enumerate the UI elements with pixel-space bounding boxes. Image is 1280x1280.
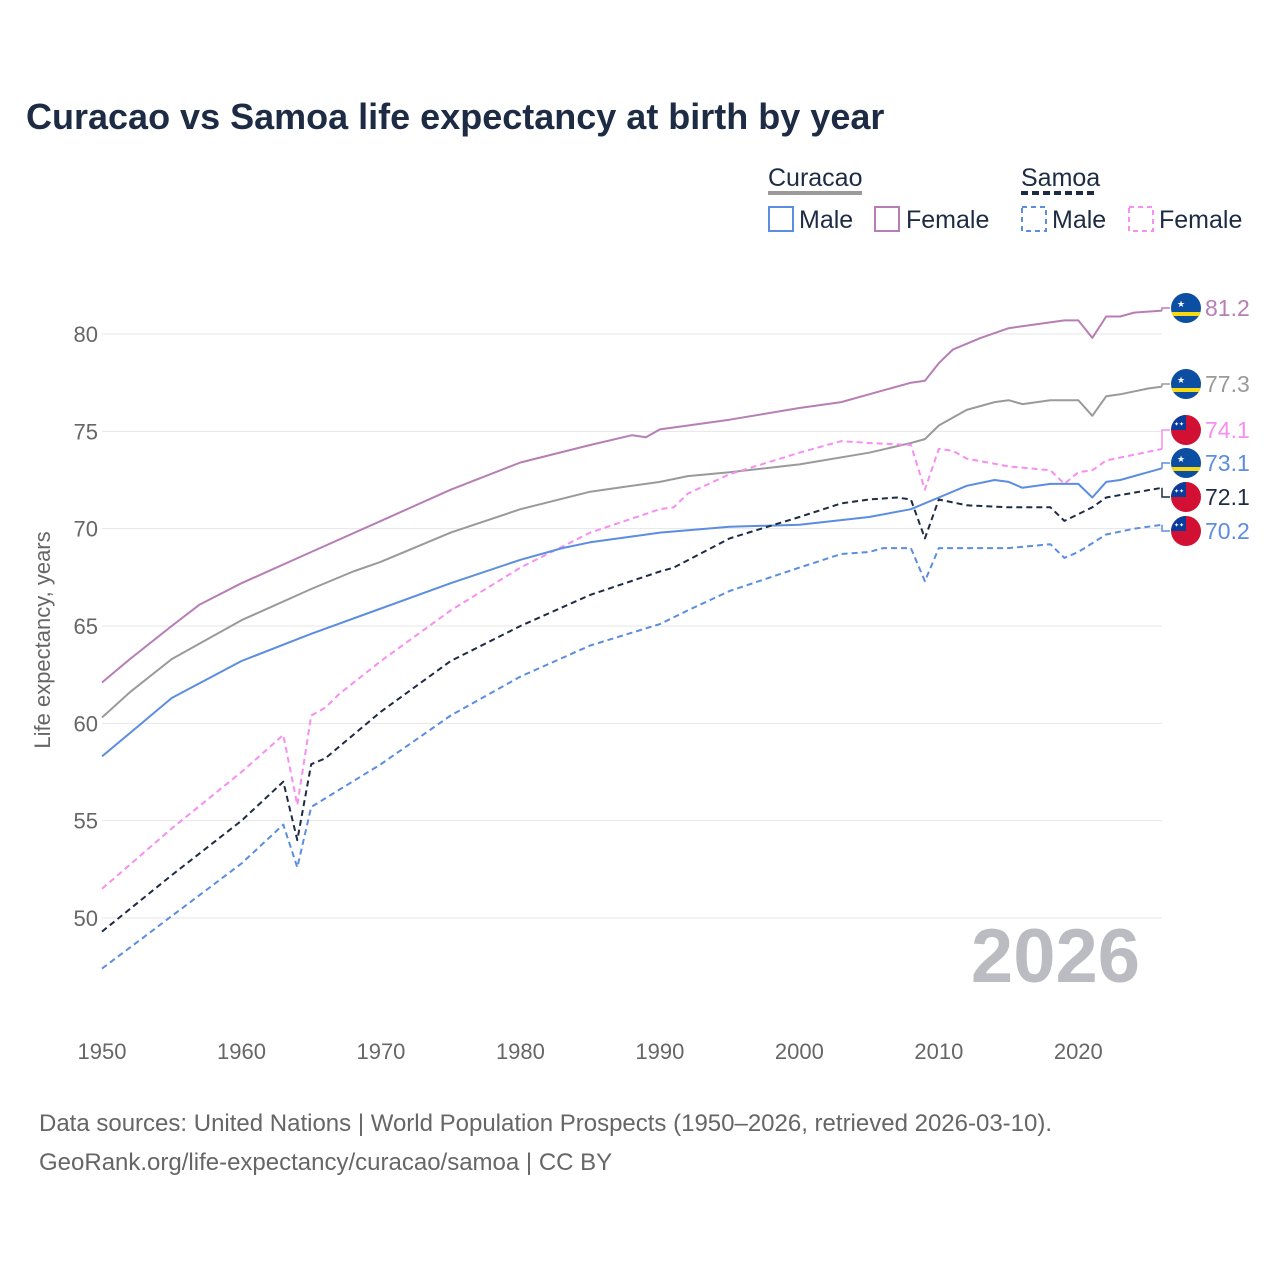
svg-text:★: ★ bbox=[1177, 454, 1185, 464]
footer-link: GeoRank.org/life-expectancy/curacao/samo… bbox=[39, 1149, 612, 1176]
current-year-label: 2026 bbox=[971, 914, 1140, 999]
curacao-flag-icon: ★ bbox=[1171, 293, 1201, 323]
end-connector bbox=[1161, 487, 1170, 498]
legend-swatch-samoa-female bbox=[1128, 206, 1154, 232]
y-axis: 50 55 60 65 70 75 80 bbox=[74, 322, 98, 931]
series-line-samoa-total bbox=[101, 486, 1163, 933]
end-value-label: 81.2 bbox=[1205, 295, 1250, 321]
end-value-label: 77.3 bbox=[1205, 371, 1250, 397]
y-tick-label: 75 bbox=[74, 419, 98, 444]
y-tick-label: 55 bbox=[74, 809, 98, 834]
end-value-label: 72.1 bbox=[1205, 484, 1250, 510]
x-tick-label: 2020 bbox=[1054, 1039, 1103, 1064]
svg-text:★: ★ bbox=[1177, 375, 1185, 385]
x-tick-label: 2010 bbox=[914, 1039, 963, 1064]
svg-text:✦✦: ✦✦ bbox=[1174, 421, 1184, 428]
y-axis-label: Life expectancy, years bbox=[30, 531, 55, 748]
legend-curacao-female: Female bbox=[906, 206, 989, 234]
svg-text:✦✦: ✦✦ bbox=[1174, 522, 1184, 529]
y-tick-label: 70 bbox=[74, 517, 98, 542]
series-line-samoa-female bbox=[101, 440, 1163, 890]
series-lines bbox=[101, 309, 1163, 970]
x-tick-label: 2000 bbox=[775, 1039, 824, 1064]
end-connector bbox=[1161, 307, 1170, 311]
end-labels: ★ 81.2 ★ 77.3 ✦✦ 74.1 ★ 73.1 ✦✦ 72.1 ✦✦ 70.2 bbox=[1161, 293, 1250, 546]
x-tick-label: 1960 bbox=[217, 1039, 266, 1064]
legend-swatch-curacao-female bbox=[874, 206, 900, 232]
curacao-flag-icon: ★ bbox=[1171, 448, 1201, 478]
end-value-label: 70.2 bbox=[1205, 518, 1250, 544]
samoa-flag-icon: ✦✦ bbox=[1171, 482, 1201, 512]
footer-sources: Data sources: United Nations | World Pop… bbox=[39, 1110, 1052, 1137]
legend-group-samoa: Samoa bbox=[1021, 164, 1100, 192]
legend-swatch-samoa-male bbox=[1021, 206, 1047, 232]
svg-text:★: ★ bbox=[1177, 299, 1185, 309]
samoa-flag-icon: ✦✦ bbox=[1171, 415, 1201, 445]
end-connector bbox=[1161, 462, 1170, 469]
series-line-curacao-total bbox=[101, 385, 1163, 719]
legend: Curacao Male Female Samoa Male Female bbox=[768, 164, 1242, 234]
legend-curacao-male: Male bbox=[799, 206, 853, 234]
x-tick-label: 1950 bbox=[78, 1039, 127, 1064]
end-value-label: 74.1 bbox=[1205, 417, 1250, 443]
x-axis: 1950 1960 1970 1980 1990 2000 2010 2020 bbox=[78, 1039, 1103, 1064]
x-tick-label: 1990 bbox=[635, 1039, 684, 1064]
y-tick-label: 60 bbox=[74, 711, 98, 736]
end-value-label: 73.1 bbox=[1205, 450, 1250, 476]
y-tick-label: 80 bbox=[74, 322, 98, 347]
curacao-flag-icon: ★ bbox=[1171, 369, 1201, 399]
x-tick-label: 1980 bbox=[496, 1039, 545, 1064]
series-line-curacao-male bbox=[101, 467, 1163, 758]
x-tick-label: 1970 bbox=[356, 1039, 405, 1064]
gridlines bbox=[102, 333, 1162, 919]
chart-title: Curacao vs Samoa life expectancy at birt… bbox=[26, 96, 884, 137]
y-tick-label: 50 bbox=[74, 906, 98, 931]
samoa-flag-icon: ✦✦ bbox=[1171, 516, 1201, 546]
legend-samoa-female: Female bbox=[1159, 206, 1242, 234]
series-line-samoa-male bbox=[101, 523, 1163, 970]
legend-samoa-male: Male bbox=[1052, 206, 1106, 234]
end-connector bbox=[1161, 429, 1170, 449]
legend-swatch-curacao-male bbox=[768, 206, 794, 232]
y-tick-label: 65 bbox=[74, 614, 98, 639]
series-line-curacao-female bbox=[101, 309, 1163, 684]
end-connector bbox=[1161, 524, 1170, 532]
svg-text:✦✦: ✦✦ bbox=[1174, 488, 1184, 495]
legend-group-curacao: Curacao bbox=[768, 164, 863, 192]
end-connector bbox=[1161, 383, 1170, 387]
